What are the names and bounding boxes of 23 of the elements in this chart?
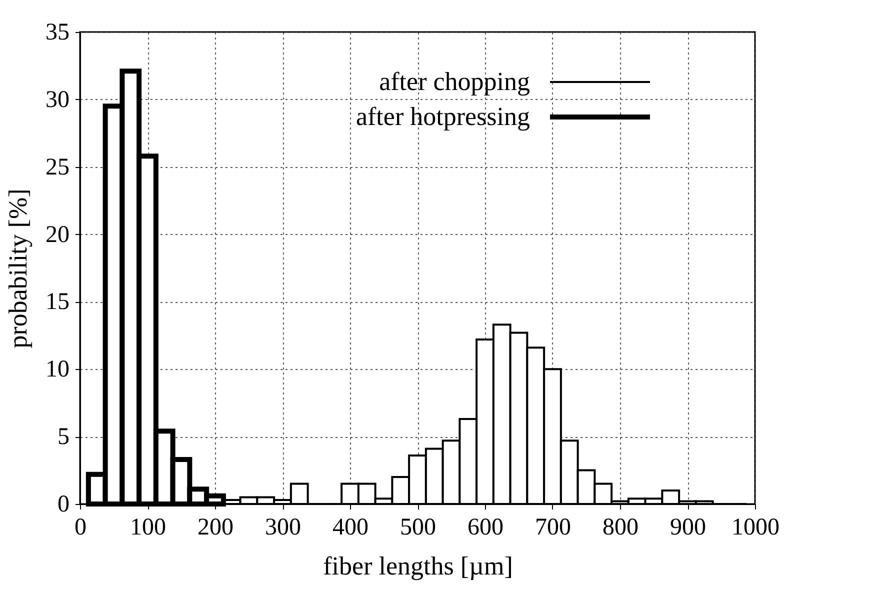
y-tick-label: 35	[46, 20, 70, 46]
x-tick-label: 400	[332, 514, 368, 540]
legend-label: after chopping	[379, 67, 530, 96]
x-tick-label: 800	[602, 514, 638, 540]
x-tick-label: 200	[198, 514, 234, 540]
legend-label: after hotpressing	[356, 102, 530, 131]
x-tick-label: 500	[400, 514, 436, 540]
y-tick-label: 25	[46, 154, 70, 180]
x-axis-title: fiber lengths [µm]	[323, 552, 513, 580]
x-tick-label: 0	[74, 514, 86, 540]
y-tick-label: 5	[58, 424, 70, 450]
y-axis-title: probability [%]	[4, 188, 32, 348]
x-tick-label: 700	[535, 514, 571, 540]
x-tick-label: 1000	[732, 514, 780, 540]
y-tick-label: 0	[58, 492, 70, 518]
y-tick-label: 20	[46, 222, 70, 248]
x-tick-label: 900	[670, 514, 706, 540]
x-tick-label: 300	[265, 514, 301, 540]
x-tick-label: 600	[468, 514, 504, 540]
x-tick-label: 100	[130, 514, 166, 540]
y-tick-label: 30	[46, 86, 70, 113]
y-tick-label: 15	[46, 289, 70, 316]
y-tick-label: 10	[46, 356, 70, 383]
